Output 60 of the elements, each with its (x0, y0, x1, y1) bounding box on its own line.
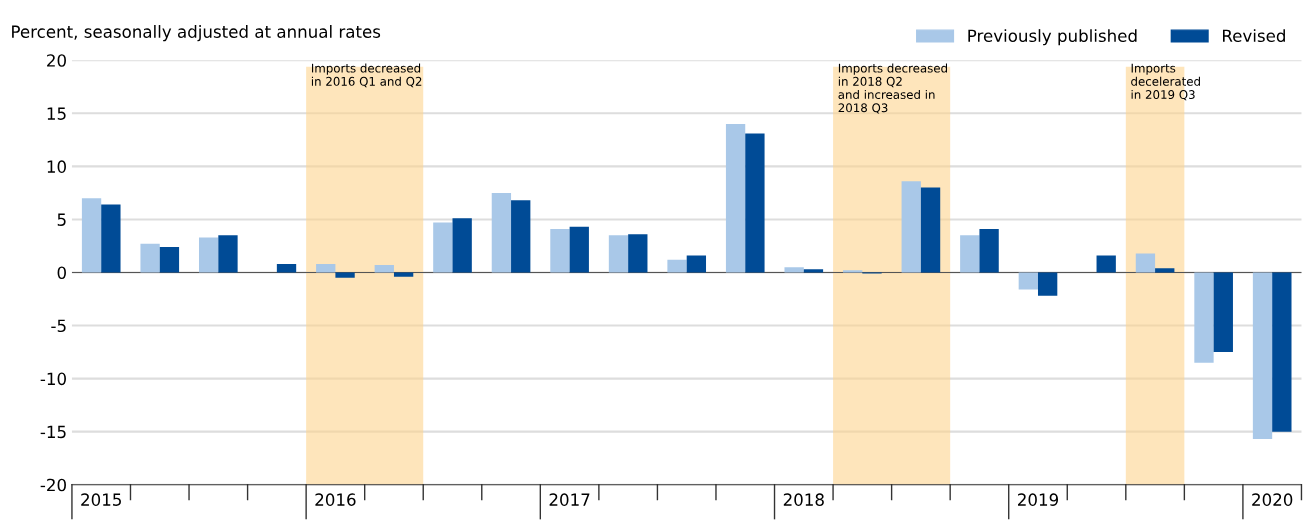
y-tick-label: 10 (47, 160, 66, 173)
bar (1272, 272, 1292, 432)
bar (433, 222, 453, 273)
bar (550, 228, 570, 273)
bar (452, 218, 472, 273)
bar (1135, 253, 1156, 273)
bar (198, 237, 219, 273)
x-tick-label: 2015 (81, 493, 121, 506)
bar (335, 272, 355, 278)
y-axis-title: Percent, seasonally adjusted at annual rates (12, 25, 381, 42)
bar (393, 272, 414, 277)
bar (81, 198, 102, 273)
x-tick-label: 2018 (783, 493, 824, 506)
y-tick-label: -20 (40, 478, 66, 492)
bar (745, 133, 765, 273)
bar (101, 204, 121, 273)
x-tick-label: 2019 (1018, 493, 1059, 506)
y-tick-label: 5 (57, 213, 66, 226)
bar (803, 269, 824, 273)
bar (667, 259, 687, 273)
bar (725, 123, 746, 273)
bar (276, 263, 297, 273)
bar (218, 235, 238, 273)
bar (960, 235, 980, 273)
y-tick-label: 0 (57, 266, 66, 280)
bar (1252, 272, 1273, 440)
y-tick-label: -10 (40, 372, 66, 386)
annotation: Imports decreased in 2016 Q1 and Q2 (311, 63, 422, 88)
bar (1037, 272, 1058, 296)
bar (628, 234, 648, 273)
bar (784, 267, 804, 273)
x-tick-label: 2017 (549, 493, 590, 506)
x-tick-label: 2016 (315, 493, 356, 506)
bar (1213, 272, 1233, 353)
bar (686, 255, 707, 273)
y-tick-label: 20 (47, 54, 66, 67)
bar (979, 228, 999, 273)
x-tick-label: 2020 (1252, 493, 1293, 506)
bar (1155, 268, 1175, 273)
bar (316, 263, 336, 273)
bar (511, 200, 531, 273)
bar (843, 270, 863, 273)
annotation: Imports decelerated in 2019 Q3 (1131, 63, 1200, 101)
bar (374, 265, 394, 273)
bar (140, 243, 160, 273)
bar (1194, 272, 1214, 363)
annotation: Imports decreased in 2018 Q2 and increased in 2018 Q3 (838, 63, 948, 114)
legend-label: Revised (1223, 29, 1285, 43)
y-tick-label: -5 (51, 319, 66, 333)
bar (1096, 255, 1116, 273)
y-tick-label: 15 (47, 107, 66, 120)
legend-label: Previously published (968, 29, 1137, 46)
bar (608, 235, 629, 273)
bar (920, 187, 941, 273)
bar (901, 181, 921, 273)
bar (569, 226, 589, 273)
bar (159, 247, 180, 273)
y-tick-label: -15 (40, 425, 66, 439)
bar (1018, 272, 1038, 290)
bar (491, 192, 512, 273)
